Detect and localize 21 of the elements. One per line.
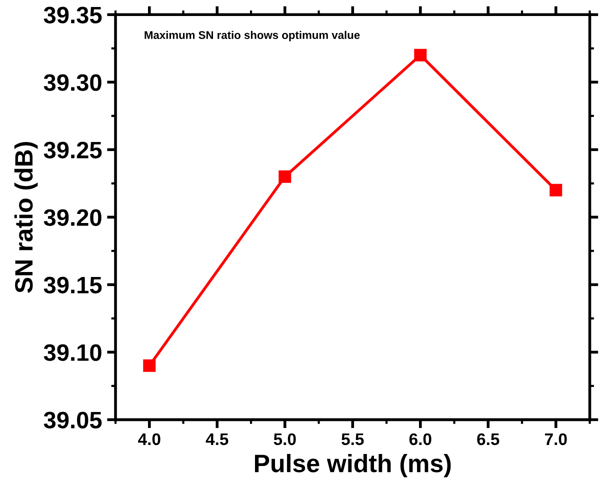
point — [278, 170, 292, 183]
y-tick-label: 39.25 — [44, 142, 102, 158]
y-tick-label: 39.05 — [44, 412, 102, 428]
x-axis-title: Pulse width (ms) — [255, 454, 451, 478]
x-tick-label: 6.0 — [409, 433, 432, 446]
y-tick-label: 39.20 — [44, 209, 102, 226]
y-tick-label: 39.10 — [44, 344, 102, 361]
x-tick-label: 5.5 — [342, 433, 364, 446]
x-tick-label: 6.5 — [477, 433, 500, 446]
y-axis-title: SN ratio (dB) — [14, 142, 38, 293]
x-tick-label: 7.0 — [545, 433, 567, 446]
x-tick-label: 5.0 — [274, 433, 296, 446]
x-tick-label: 4.0 — [138, 433, 160, 446]
y-tick-label: 39.30 — [44, 74, 102, 91]
point — [550, 184, 562, 196]
x-tick-label: 4.5 — [206, 433, 228, 446]
point — [414, 48, 427, 62]
point — [143, 359, 156, 372]
y-tick-label: 39.15 — [44, 276, 102, 294]
y-tick-label: 39.35 — [44, 6, 102, 24]
annotation: Maximum SN ratio shows optimum value — [144, 30, 360, 42]
